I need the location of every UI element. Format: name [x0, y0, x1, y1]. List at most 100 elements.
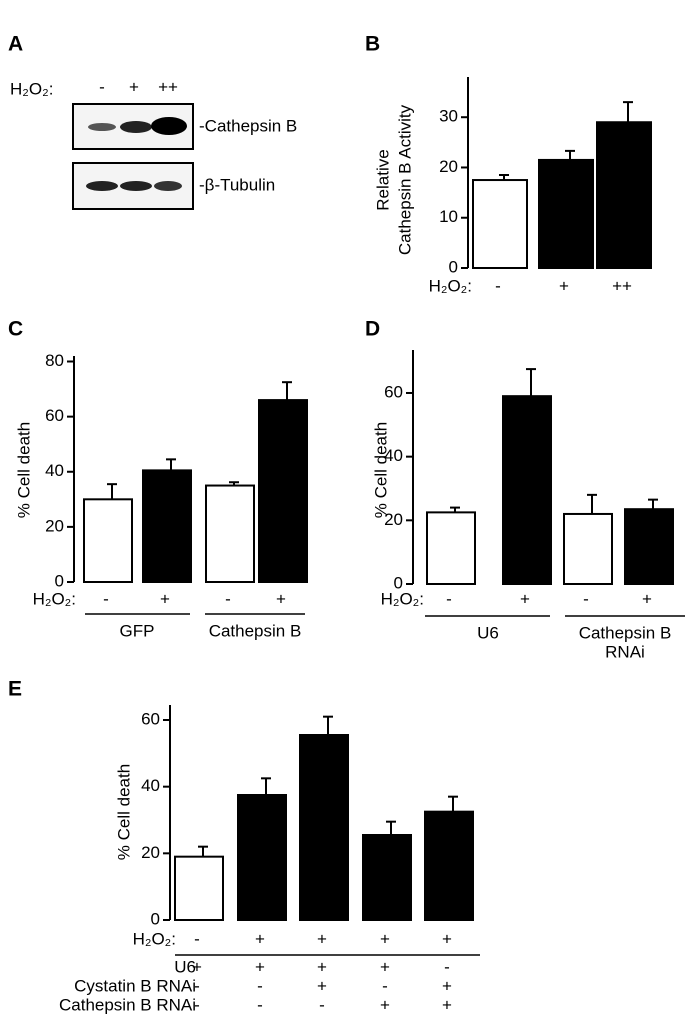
condition: -	[194, 929, 200, 948]
treatment-label: H₂O₂:	[10, 79, 53, 98]
condition: -	[194, 995, 200, 1014]
condition: +	[380, 995, 390, 1014]
y-axis-label: Relative	[373, 149, 392, 210]
condition: +	[442, 976, 452, 995]
bar	[424, 810, 474, 922]
condition: -	[382, 976, 388, 995]
bar	[83, 498, 133, 584]
condition: +	[520, 589, 530, 608]
y-tick-label: 40	[384, 446, 403, 465]
y-tick-label: 40	[141, 776, 160, 795]
condition: -	[444, 957, 450, 976]
y-axis-label: % Cell death	[114, 764, 133, 860]
panel-a: A H₂O₂: - + ++ -Cathepsin B -β-Tubulin	[8, 33, 297, 210]
condition: +	[255, 957, 265, 976]
condition: -	[495, 276, 501, 295]
panel-label: D	[365, 318, 380, 341]
condition: +	[442, 995, 452, 1014]
y-tick-label: 60	[45, 406, 64, 425]
row-label: H₂O₂:	[33, 589, 76, 608]
panel-label: A	[8, 33, 23, 56]
panel-label: B	[365, 33, 380, 56]
y-tick-label: 80	[45, 351, 64, 370]
condition: -	[583, 589, 589, 608]
condition: +	[317, 957, 327, 976]
band-label: -Cathepsin B	[199, 116, 297, 135]
y-tick-label: 0	[394, 573, 403, 592]
y-tick-label: 60	[384, 382, 403, 401]
band	[88, 123, 116, 131]
y-axis-label: % Cell death	[14, 422, 33, 518]
condition: -	[257, 995, 263, 1014]
bar	[426, 511, 476, 586]
condition: +	[276, 589, 286, 608]
y-tick-label: 0	[151, 909, 160, 928]
condition: -	[446, 589, 452, 608]
y-tick-label: 0	[55, 571, 64, 590]
condition: +	[192, 957, 202, 976]
condition: -	[225, 589, 231, 608]
y-tick-label: 40	[45, 461, 64, 480]
row-label: Cystatin B RNAi	[74, 976, 196, 995]
bar	[624, 508, 674, 586]
condition: -	[194, 976, 200, 995]
group-label: Cathepsin B	[209, 621, 302, 640]
bar	[142, 469, 192, 583]
condition: +	[559, 276, 569, 295]
bar	[538, 158, 594, 269]
condition: +	[255, 929, 265, 948]
lane-label: ++	[158, 77, 178, 96]
y-tick-label: 20	[384, 510, 403, 529]
band	[120, 121, 152, 133]
bar	[502, 395, 552, 585]
row-label: H₂O₂:	[381, 589, 424, 608]
group-label: GFP	[120, 621, 155, 640]
condition: -	[257, 976, 263, 995]
condition: +	[380, 957, 390, 976]
bar	[237, 794, 287, 921]
condition: -	[103, 589, 109, 608]
condition: -	[319, 995, 325, 1014]
row-label: U6	[174, 957, 196, 976]
lane-label: +	[129, 77, 139, 96]
bar	[563, 512, 613, 585]
band-label: -β-Tubulin	[199, 175, 275, 194]
chart: D % Cell death 0 20 40 60 H₂O₂: - + - + U6 Cathepsin…	[365, 318, 685, 661]
band	[154, 181, 182, 191]
band	[151, 117, 187, 135]
band	[86, 181, 118, 191]
condition: +	[160, 589, 170, 608]
y-tick-label: 20	[141, 843, 160, 862]
row-label: Cathepsin B RNAi	[59, 995, 196, 1014]
bar	[362, 834, 412, 921]
condition: +	[317, 976, 327, 995]
bar	[174, 855, 224, 922]
y-tick-label: 20	[45, 516, 64, 535]
bar	[258, 399, 308, 583]
y-axis-label: Cathepsin B Activity	[395, 104, 414, 255]
group-label: U6	[477, 623, 499, 642]
y-tick-label: 30	[439, 107, 458, 126]
chart: C % Cell death 0 20 40 60 80 H₂O₂: - + - + GFP Cathep…	[8, 318, 308, 640]
group-label: RNAi	[605, 642, 645, 661]
chart: B Relative Cathepsin B Activity 0 10 20 30 H₂O₂…	[365, 33, 652, 295]
row-label: H₂O₂:	[429, 276, 472, 295]
y-tick-label: 60	[141, 709, 160, 728]
y-tick-label: 20	[439, 157, 458, 176]
y-tick-label: 0	[449, 257, 458, 276]
condition: ++	[612, 276, 632, 295]
bar	[472, 179, 528, 269]
bar	[596, 121, 652, 269]
bar	[205, 484, 255, 584]
panel-label: C	[8, 318, 23, 341]
condition: +	[317, 929, 327, 948]
row-label: H₂O₂:	[133, 929, 176, 948]
condition: +	[442, 929, 452, 948]
lane-label: -	[99, 77, 105, 96]
bar	[299, 734, 349, 921]
y-axis-label: % Cell death	[371, 422, 390, 518]
condition: +	[380, 929, 390, 948]
band	[120, 181, 152, 191]
